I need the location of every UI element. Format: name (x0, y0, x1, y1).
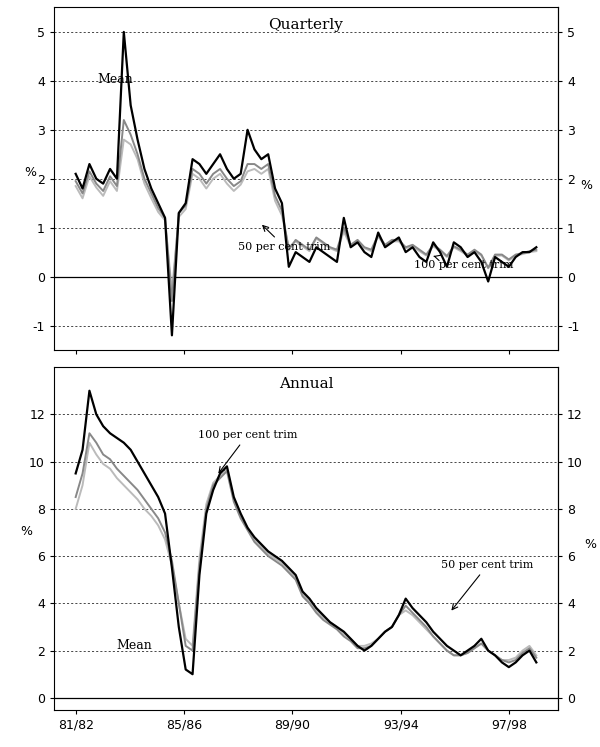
Text: Mean: Mean (116, 639, 152, 652)
Text: 100 per cent trim: 100 per cent trim (415, 255, 514, 270)
Text: 100 per cent trim: 100 per cent trim (197, 430, 297, 473)
Y-axis label: %: % (24, 166, 36, 179)
Text: Annual: Annual (279, 377, 333, 391)
Text: 50 per cent trim: 50 per cent trim (442, 560, 534, 610)
Text: Mean: Mean (97, 72, 133, 86)
Text: Quarterly: Quarterly (269, 18, 343, 31)
Y-axis label: %: % (584, 539, 596, 551)
Y-axis label: %: % (580, 179, 592, 192)
Text: 50 per cent trim: 50 per cent trim (238, 226, 331, 252)
Y-axis label: %: % (20, 525, 32, 539)
